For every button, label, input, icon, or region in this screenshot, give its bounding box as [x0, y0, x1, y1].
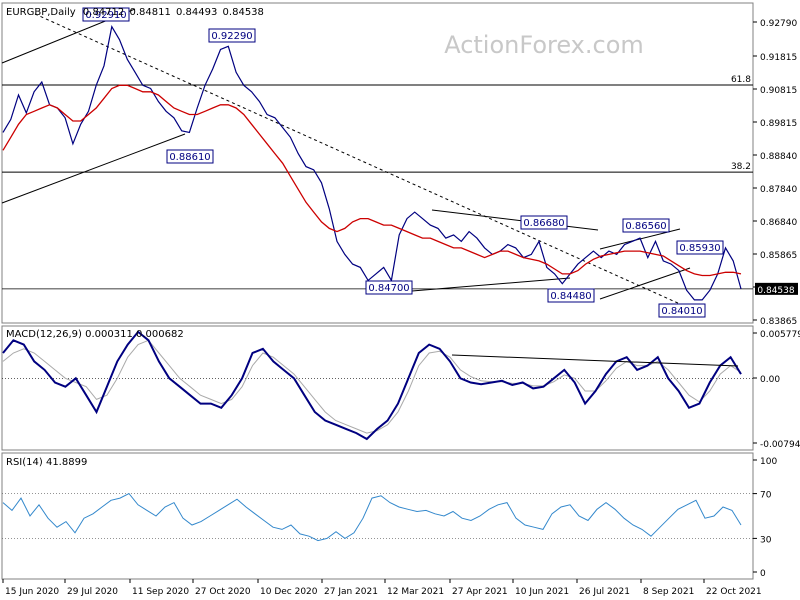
annotation-label: 0.84010: [661, 306, 702, 317]
x-tick-label: 26 Jul 2021: [579, 587, 630, 597]
x-tick-label: 22 Oct 2021: [706, 587, 762, 597]
lower-channel-line: [1, 133, 186, 204]
dashed-trend-line: [34, 13, 701, 314]
macd-signal-line: [2, 339, 742, 434]
channel-2-lower-line: [599, 267, 691, 300]
macd-y-tick-label: 0.00: [760, 375, 780, 385]
rsi-y-axis: 100 70 30 0: [753, 457, 777, 579]
level-label: 38.2: [731, 162, 751, 172]
price-y-tick-label: 0.90815: [760, 86, 797, 96]
price-panel-title: EURGBP,Daily 0.84712 0.84811 0.84493 0.8…: [6, 7, 264, 18]
annotation-box: [365, 280, 413, 295]
price-panel-frame: [1, 2, 754, 324]
rsi-y-tick-label: 0: [760, 569, 766, 579]
macd-panel-frame: [1, 325, 754, 451]
x-tick-label: 27 Apr 2021: [452, 587, 508, 597]
annotation-box: [547, 288, 595, 303]
price-y-tick-label: 0.89815: [760, 119, 797, 129]
rsi-series-group: [2, 492, 753, 542]
annotation-box: [676, 240, 724, 255]
annotation-label: 0.88610: [169, 152, 210, 163]
rsi-panel-frame: [1, 452, 754, 580]
annotation-box: [622, 218, 670, 233]
annotation-label: 0.92910: [85, 10, 126, 21]
annotation-label: 0.86560: [625, 221, 666, 232]
x-tick-label: 27 Jan 2021: [324, 587, 378, 597]
price-y-tick-label: 0.86840: [760, 218, 797, 228]
x-tick-label: 15 Jun 2020: [5, 587, 59, 597]
price-y-tick-label: 0.92790: [760, 19, 797, 29]
rsi-y-tick-label: 100: [760, 457, 777, 467]
annotation-box: [658, 303, 706, 318]
price-y-tick-label: 0.88840: [760, 152, 797, 162]
price-series-group: [2, 25, 742, 301]
annotation-box: [208, 28, 256, 43]
price-y-tick-label: 0.85865: [760, 251, 797, 261]
rsi-y-tick-label: 70: [760, 491, 772, 501]
macd-divergence-line: [451, 354, 739, 367]
macd-line: [2, 330, 742, 441]
price-y-tick-label: 0.91815: [760, 53, 797, 63]
x-tick-label: 10 Dec 2020: [260, 587, 318, 597]
x-tick-label: 12 Mar 2021: [387, 587, 444, 597]
macd-y-axis: 0.005779 0.00 -0.007941: [753, 330, 800, 450]
annotation-box: [82, 7, 130, 22]
level-label: 61.8: [731, 75, 751, 85]
macd-y-tick-label: -0.007941: [760, 440, 800, 450]
triangle-upper-line: [431, 209, 599, 231]
annotation-label: 0.84480: [550, 291, 591, 302]
annotation-label: 0.86680: [523, 218, 564, 229]
watermark: ActionForex.com: [444, 31, 644, 59]
x-tick-label: 10 Jun 2021: [515, 587, 569, 597]
annotation-box: [520, 215, 568, 230]
last-price-tag: [755, 282, 798, 295]
rsi-panel-title: RSI(14) 41.8899: [6, 457, 87, 468]
annotation-label: 0.85930: [679, 243, 720, 254]
x-tick-label: 27 Oct 2020: [195, 587, 251, 597]
macd-series-group: [2, 330, 753, 441]
moving-average-line: [2, 84, 742, 277]
x-axis: 15 Jun 2020 29 Jul 2020 11 Sep 2020 27 Oct …: [2, 579, 762, 597]
annotation-label: 0.84700: [368, 283, 409, 294]
last-price-label: 0.84538: [757, 286, 794, 296]
macd-panel-title: MACD(12,26,9) 0.000311 0.000682: [6, 329, 184, 340]
x-tick-label: 29 Jul 2020: [67, 587, 118, 597]
price-y-tick-label: 0.83865: [760, 317, 797, 327]
x-tick-label: 11 Sep 2020: [132, 587, 189, 597]
rsi-line: [2, 492, 742, 542]
macd-y-tick-label: 0.005779: [760, 330, 800, 340]
annotation-box: [166, 149, 214, 164]
annotation-label: 0.92290: [211, 31, 252, 42]
price-annotations: 0.92910 0.92290 0.88610 0.86680 0.84700 0.844…: [82, 7, 724, 318]
triangle-lower-line: [411, 277, 571, 292]
x-tick-label: 8 Sep 2021: [643, 587, 694, 597]
price-y-tick-label: 0.87840: [760, 185, 797, 195]
rsi-y-tick-label: 30: [760, 535, 772, 545]
price-y-axis: 0.92790 0.91815 0.90815 0.89815 0.88840 0.878…: [753, 19, 798, 327]
